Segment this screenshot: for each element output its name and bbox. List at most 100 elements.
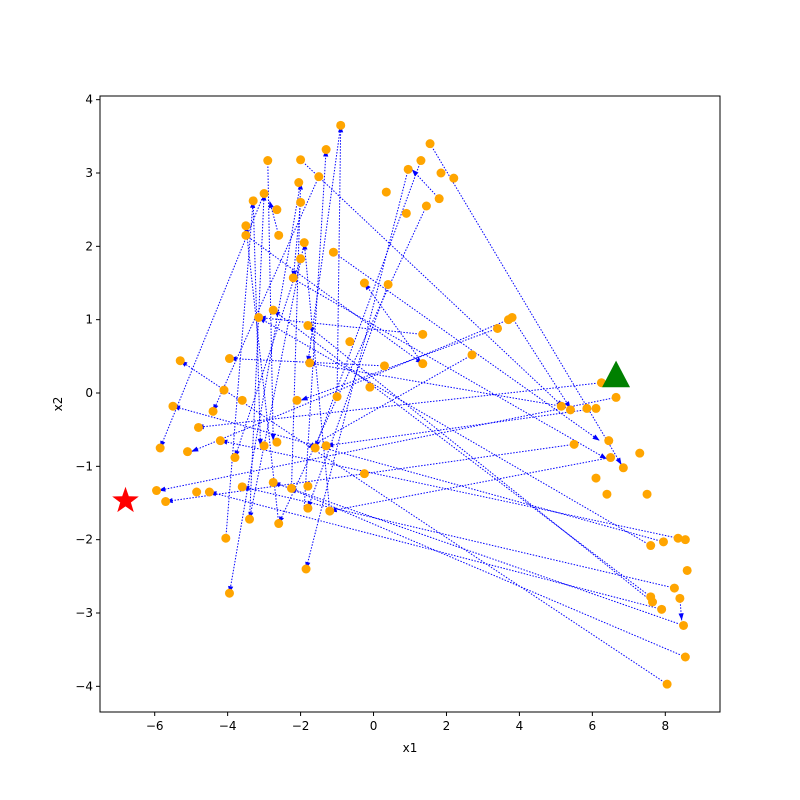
arrow [290, 182, 303, 489]
arrow-head [615, 457, 622, 465]
data-point [208, 406, 218, 416]
y-tick-label: 4 [85, 93, 93, 107]
data-point [648, 597, 658, 607]
arrow [258, 317, 651, 546]
arrow [511, 317, 571, 409]
data-point [381, 187, 391, 197]
data-point [418, 329, 428, 339]
data-point [155, 443, 165, 453]
data-point [268, 477, 278, 487]
data-point [288, 273, 298, 283]
data-point [325, 506, 335, 516]
arrow [314, 160, 422, 449]
arrow [278, 205, 427, 524]
data-point [646, 541, 656, 551]
data-point [379, 361, 389, 371]
data-point [259, 441, 269, 451]
data-point [606, 453, 616, 463]
data-point [152, 486, 162, 496]
y-axis: −4 −3 −2 −1 0 1 2 3 4 [75, 93, 100, 693]
data-point [301, 564, 311, 574]
data-point [332, 392, 342, 402]
x-tick-label: −2 [292, 719, 310, 733]
data-point [556, 401, 566, 411]
data-point [303, 503, 313, 513]
x-tick-label: −4 [219, 719, 237, 733]
arrow [190, 319, 509, 453]
arrow [248, 242, 305, 520]
arrow-head [300, 395, 309, 401]
data-point [467, 350, 477, 360]
data-point [604, 436, 614, 446]
data-point [310, 443, 320, 453]
arrow [268, 200, 280, 236]
x-axis: −6 −4 −2 0 2 4 6 8 [146, 712, 669, 733]
data-point [192, 487, 202, 497]
data-point [219, 385, 229, 395]
data-point [321, 441, 331, 451]
y-tick-label: 1 [85, 313, 93, 327]
arrow [267, 160, 276, 441]
data-point [436, 168, 446, 178]
data-point [507, 312, 517, 322]
arrow [307, 284, 389, 509]
data-point [245, 514, 255, 524]
x-axis-label: x1 [403, 741, 418, 755]
data-point [224, 354, 234, 364]
arrow [429, 143, 622, 466]
arrow [307, 325, 653, 603]
data-point [303, 481, 313, 491]
data-point [635, 448, 645, 458]
data-point [657, 604, 667, 614]
data-point [299, 238, 309, 248]
arrow-head [411, 169, 419, 177]
data-point [569, 439, 579, 449]
data-point [680, 535, 690, 545]
data-point [204, 487, 214, 497]
data-point [274, 230, 284, 240]
data-point [591, 473, 601, 483]
point-layer [152, 120, 692, 689]
data-point [254, 312, 264, 322]
data-point [183, 447, 193, 457]
data-point [321, 145, 331, 155]
data-point [230, 453, 240, 463]
arrow [289, 487, 686, 658]
data-point [359, 469, 369, 479]
data-point [168, 401, 178, 411]
data-point [383, 279, 393, 289]
arrow [252, 200, 263, 446]
arrow-head [268, 200, 274, 209]
data-point [161, 497, 171, 507]
arrow [336, 125, 344, 397]
data-point [682, 565, 692, 575]
data-point [241, 221, 251, 231]
data-point [328, 247, 338, 257]
data-point [425, 139, 435, 149]
data-point [296, 155, 306, 165]
arrow [307, 354, 473, 449]
arrow [364, 282, 424, 364]
data-point [259, 189, 269, 199]
data-point [679, 620, 689, 630]
data-point [493, 323, 503, 333]
x-tick-label: 4 [516, 719, 524, 733]
data-point [175, 356, 185, 366]
arrow [307, 361, 562, 407]
start-star-marker [112, 486, 139, 513]
data-point [434, 194, 444, 204]
data-point [675, 593, 685, 603]
arrow [228, 182, 302, 594]
data-point [268, 305, 278, 315]
y-tick-label: 2 [85, 239, 93, 253]
arrow [300, 159, 564, 408]
arrow-head [257, 438, 263, 446]
arrow-layer [158, 125, 686, 685]
data-point [418, 359, 428, 369]
arrow [273, 481, 684, 626]
data-point [296, 197, 306, 207]
data-point [221, 533, 231, 543]
data-point [274, 519, 284, 529]
arrow [209, 491, 662, 610]
